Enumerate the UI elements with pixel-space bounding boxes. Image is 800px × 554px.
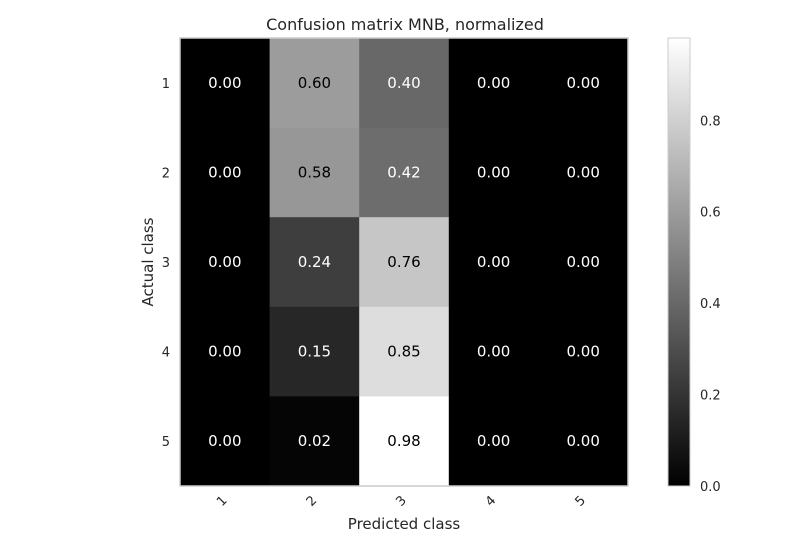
heatmap-cell-label: 0.00: [477, 74, 510, 92]
heatmap-cells: [180, 38, 629, 487]
heatmap-cell: [180, 127, 271, 218]
heatmap-cell: [269, 396, 360, 487]
heatmap-cell-label: 0.58: [298, 163, 331, 181]
x-tick-labels: 1 2 3 4 5: [214, 493, 589, 509]
y-tick-label: 5: [162, 435, 170, 450]
heatmap-cell-label: 0.76: [387, 253, 420, 271]
y-tick-label: 4: [162, 346, 170, 361]
heatmap-cell: [448, 127, 539, 218]
y-axis-label: Actual class: [139, 217, 157, 306]
heatmap-cell-label: 0.00: [477, 432, 510, 450]
heatmap-cell-label: 0.98: [387, 432, 420, 450]
heatmap-cell-label: 0.42: [387, 163, 420, 181]
colorbar-tick-label: 0.0: [700, 480, 721, 495]
colorbar-tick-label: 0.6: [700, 206, 721, 221]
heatmap-cell: [359, 396, 450, 487]
heatmap-cell: [538, 217, 629, 308]
heatmap-cell-label: 0.00: [566, 74, 599, 92]
heatmap-cell-label: 0.00: [208, 163, 241, 181]
heatmap-cell: [538, 127, 629, 218]
heatmap-cell-label: 0.00: [566, 253, 599, 271]
heatmap-cell: [180, 217, 271, 308]
heatmap-cell: [448, 217, 539, 308]
heatmap-cell-label: 0.60: [298, 74, 331, 92]
heatmap-cell-label: 0.00: [477, 253, 510, 271]
heatmap-cell: [359, 38, 450, 129]
heatmap-cell-label: 0.00: [208, 343, 241, 361]
heatmap-cell-label: 0.02: [298, 432, 331, 450]
heatmap-cell: [538, 396, 629, 487]
heatmap-cell: [180, 38, 271, 129]
heatmap-cell-label: 0.85: [387, 343, 420, 361]
heatmap-cell-label: 0.40: [387, 74, 420, 92]
heatmap-cell-label: 0.00: [566, 343, 599, 361]
colorbar-tick-label: 0.8: [700, 114, 721, 129]
heatmap-cell-label: 0.15: [298, 343, 331, 361]
heatmap-frame: [179, 37, 629, 487]
heatmap-cell: [359, 217, 450, 308]
heatmap-cell-label: 0.24: [298, 253, 331, 271]
heatmap-cell: [180, 396, 271, 487]
y-tick-labels: 1 2 3 4 5: [162, 77, 170, 450]
colorbar-tick-label: 0.2: [700, 389, 721, 404]
colorbar-tick-labels: 0.0 0.2 0.4 0.6 0.8: [700, 114, 721, 495]
x-tick-label: 2: [304, 493, 320, 509]
y-tick-label: 2: [162, 166, 170, 181]
heatmap-cell-label: 0.00: [477, 343, 510, 361]
x-tick-label: 4: [483, 493, 499, 509]
heatmap-cell: [180, 306, 271, 397]
heatmap-cell-label: 0.00: [566, 432, 599, 450]
heatmap-cell-label: 0.00: [208, 432, 241, 450]
colorbar-tick-label: 0.4: [700, 297, 721, 312]
y-tick-label: 3: [162, 256, 170, 271]
heatmap-cell: [359, 127, 450, 218]
heatmap-cell-label: 0.00: [477, 163, 510, 181]
heatmap-cell: [269, 127, 360, 218]
x-tick-label: 5: [572, 493, 588, 509]
heatmap-cell: [448, 38, 539, 129]
heatmap-cell-label: 0.00: [208, 253, 241, 271]
heatmap-cell: [359, 306, 450, 397]
heatmap-cell: [448, 396, 539, 487]
x-axis-label: Predicted class: [348, 515, 461, 533]
heatmap-cell-label: 0.00: [566, 163, 599, 181]
chart-title: Confusion matrix MNB, normalized: [266, 15, 544, 34]
heatmap-cell-label: 0.00: [208, 74, 241, 92]
heatmap-cell: [448, 306, 539, 397]
heatmap-cell: [269, 306, 360, 397]
y-tick-label: 1: [162, 77, 170, 92]
x-tick-label: 1: [214, 493, 230, 509]
heatmap-cell-labels: 0.00 0.60 0.40 0.00 0.00 0.00 0.58 0.42 0.00 0.00…: [208, 74, 600, 450]
colorbar: [667, 37, 691, 487]
heatmap-cell: [269, 217, 360, 308]
x-tick-label: 3: [393, 493, 409, 509]
heatmap-cell: [538, 306, 629, 397]
heatmap-cell: [538, 38, 629, 129]
heatmap-cell: [269, 38, 360, 129]
